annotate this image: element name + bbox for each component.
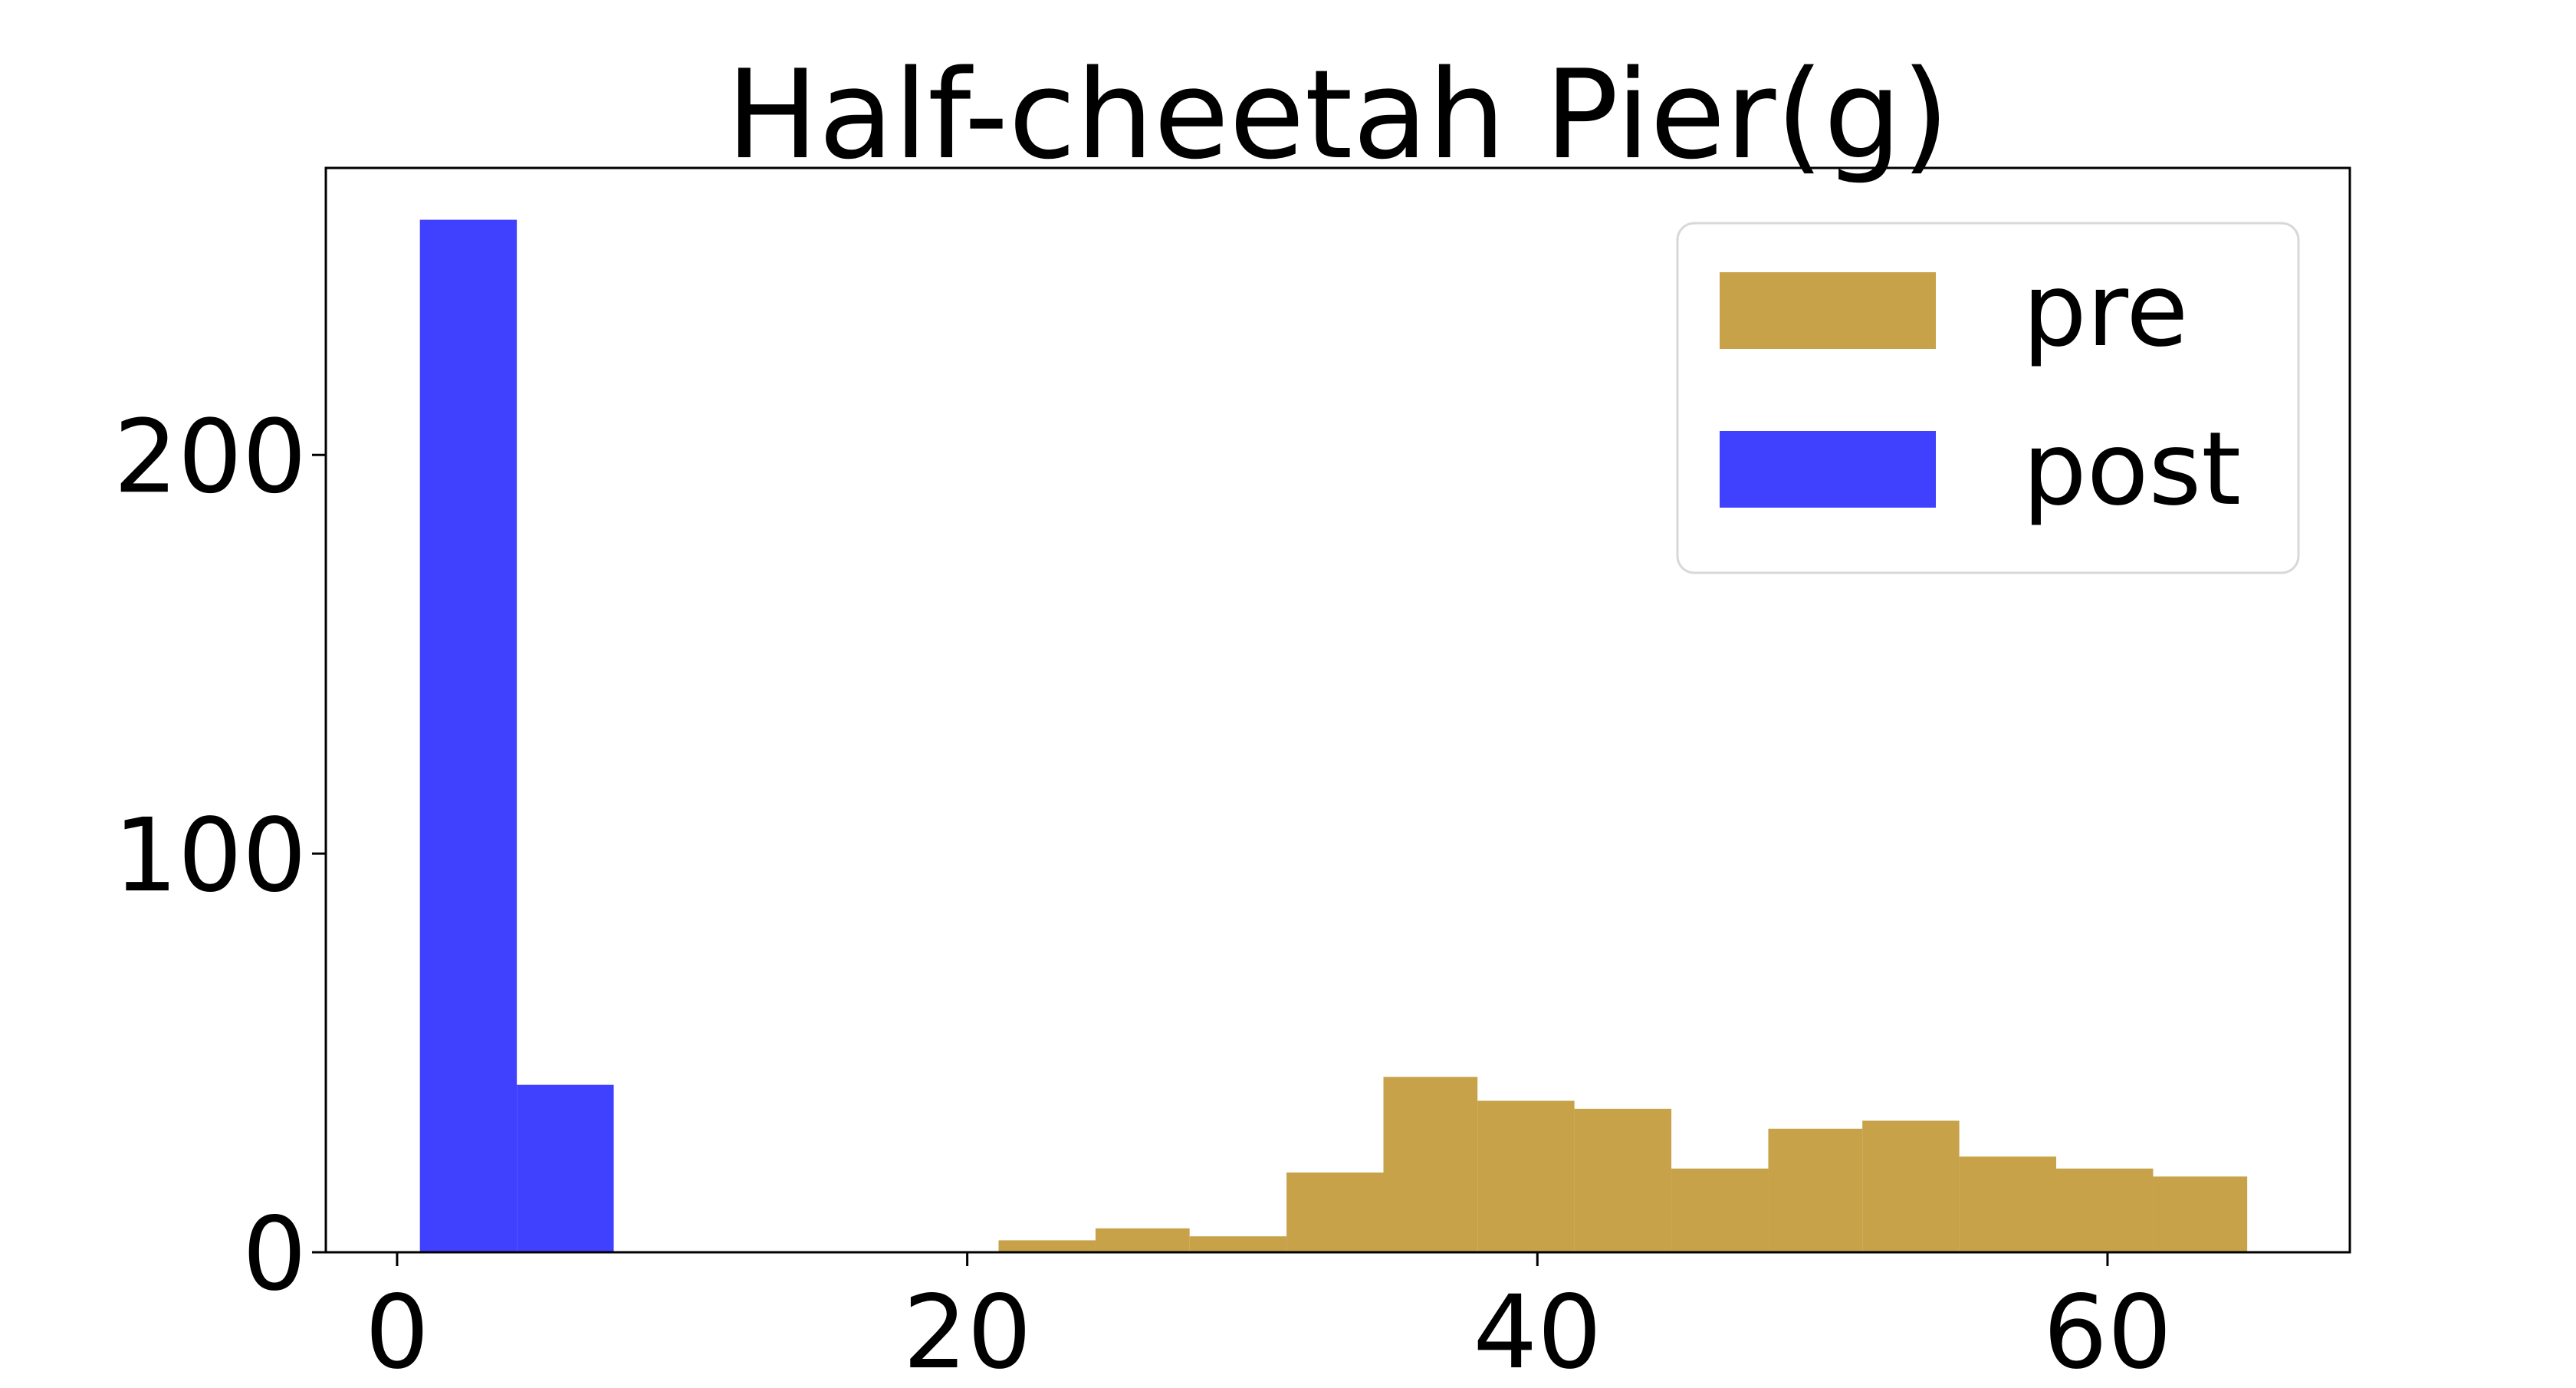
- legend-label-post: post: [2022, 410, 2241, 528]
- y-tick-label: 0: [242, 1196, 307, 1314]
- bar-pre-12: [2153, 1176, 2248, 1252]
- x-tick-label: 0: [365, 1274, 429, 1388]
- bar-pre-3: [1286, 1173, 1384, 1252]
- legend: pre post: [1676, 222, 2300, 574]
- bar-pre-0: [998, 1240, 1096, 1252]
- bar-post-1: [517, 1084, 614, 1252]
- bar-pre-7: [1671, 1168, 1769, 1252]
- legend-swatch-post: [1720, 431, 1936, 508]
- bar-pre-9: [1862, 1120, 1960, 1252]
- legend-label-pre: pre: [2022, 252, 2188, 370]
- x-tick-label: 20: [903, 1274, 1032, 1388]
- plot-frame: [324, 166, 2351, 1254]
- x-tick-label: 60: [2043, 1274, 2172, 1388]
- bar-pre-11: [2056, 1168, 2154, 1252]
- bars-layer: [419, 219, 2248, 1253]
- bar-pre-2: [1189, 1236, 1287, 1252]
- bar-pre-8: [1768, 1128, 1863, 1252]
- bar-pre-4: [1383, 1077, 1478, 1252]
- bar-pre-5: [1477, 1100, 1575, 1252]
- x-tick-label: 40: [1473, 1274, 1602, 1388]
- x-axis: 0 20 40 60: [365, 1252, 2172, 1388]
- bar-pre-6: [1574, 1108, 1672, 1252]
- bar-post-0: [419, 219, 518, 1253]
- y-axis: 0 100 200: [113, 398, 326, 1314]
- bar-pre-1: [1095, 1228, 1190, 1252]
- legend-swatch-pre: [1720, 272, 1936, 349]
- y-tick-label: 100: [113, 797, 307, 915]
- y-tick-label: 200: [113, 398, 307, 516]
- chart-title: Half-cheetah Pier(g): [726, 43, 1949, 186]
- bar-pre-10: [1959, 1156, 2057, 1252]
